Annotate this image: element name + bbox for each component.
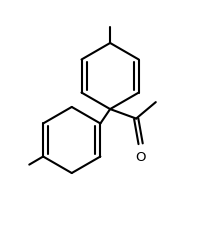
Text: O: O <box>135 151 146 164</box>
